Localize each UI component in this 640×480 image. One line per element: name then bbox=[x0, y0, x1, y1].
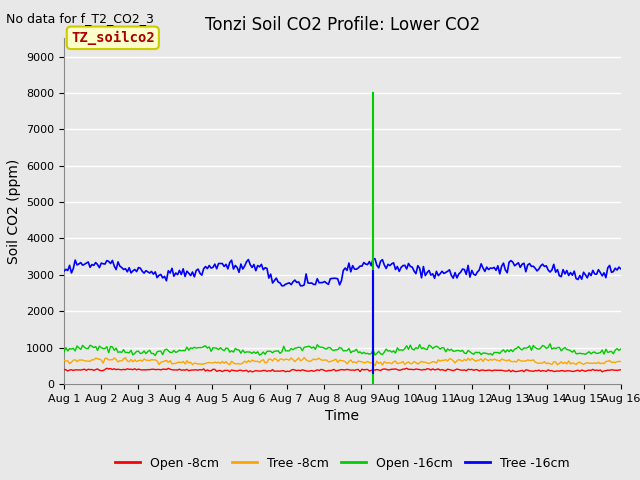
Y-axis label: Soil CO2 (ppm): Soil CO2 (ppm) bbox=[6, 158, 20, 264]
Legend: Open -8cm, Tree -8cm, Open -16cm, Tree -16cm: Open -8cm, Tree -8cm, Open -16cm, Tree -… bbox=[110, 452, 575, 475]
Text: TZ_soilco2: TZ_soilco2 bbox=[71, 31, 155, 45]
X-axis label: Time: Time bbox=[325, 409, 360, 423]
Title: Tonzi Soil CO2 Profile: Lower CO2: Tonzi Soil CO2 Profile: Lower CO2 bbox=[205, 16, 480, 34]
Text: No data for f_T2_CO2_3: No data for f_T2_CO2_3 bbox=[6, 12, 154, 25]
